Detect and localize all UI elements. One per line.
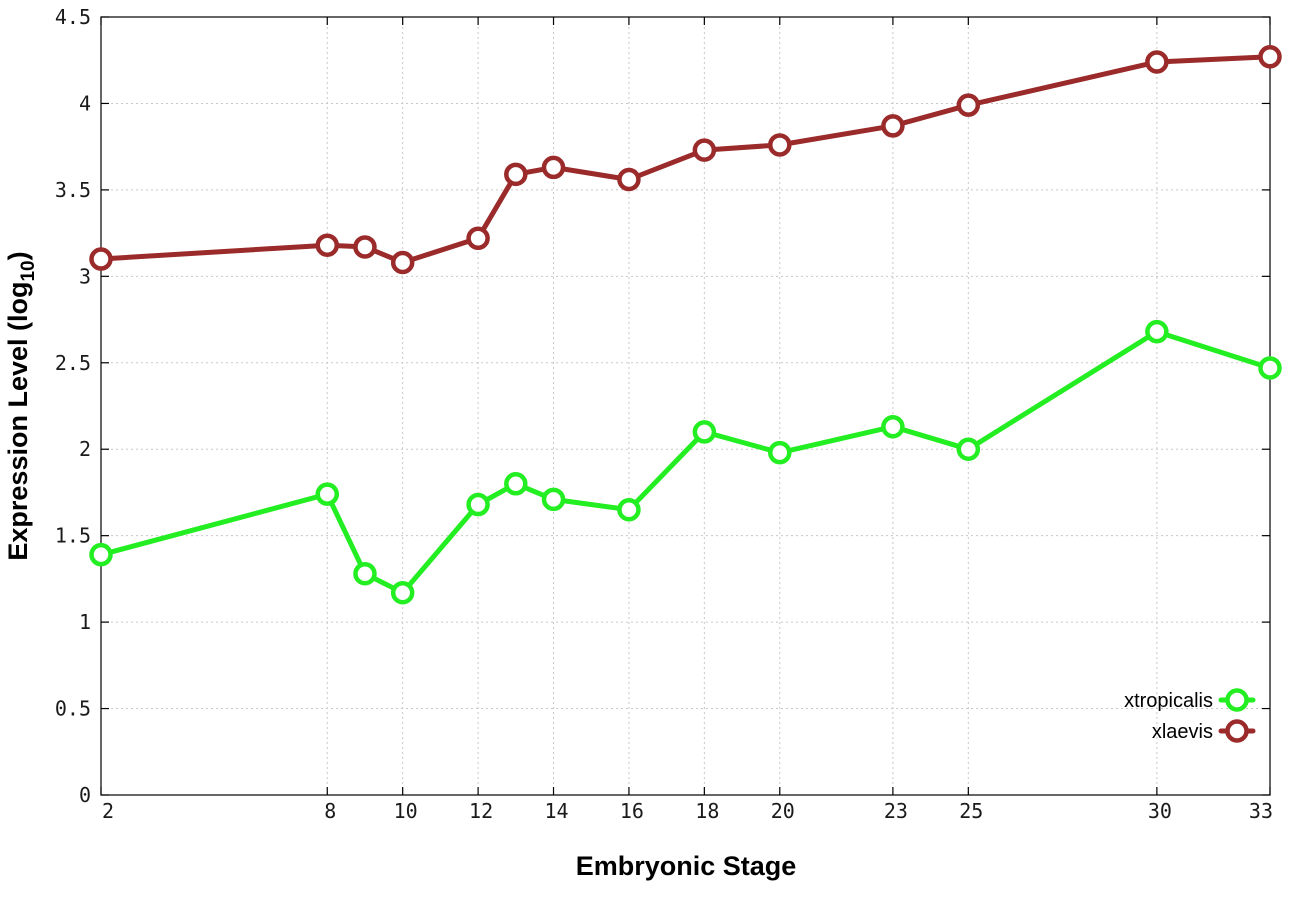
legend-label-xlaevis: xlaevis bbox=[1152, 721, 1213, 743]
y-axis-title: Expression Level (log10) bbox=[3, 251, 39, 560]
data-point-xtropicalis bbox=[89, 542, 113, 567]
data-point-xlaevis bbox=[956, 93, 981, 117]
data-point-xtropicalis bbox=[617, 497, 641, 522]
data-point-xtropicalis bbox=[1258, 356, 1282, 380]
y-tick-label: 1.5 bbox=[55, 524, 91, 548]
grid bbox=[101, 17, 1270, 795]
y-tick-label: 0 bbox=[79, 783, 91, 807]
y-axis-title-close: ) bbox=[3, 251, 33, 260]
legend-marker-xtropicalis bbox=[1225, 688, 1249, 712]
legend-marker-xlaevis bbox=[1225, 719, 1249, 743]
data-point-xlaevis bbox=[353, 235, 377, 259]
series-line-xtropicalis bbox=[98, 329, 1273, 596]
x-tick-label: 16 bbox=[620, 799, 644, 823]
y-axis-title-subscript: 10 bbox=[18, 260, 39, 281]
data-point-xlaevis bbox=[390, 250, 415, 275]
data-point-xlaevis bbox=[1258, 45, 1282, 69]
x-tick-label: 2 bbox=[102, 799, 114, 823]
data-point-xtropicalis bbox=[881, 414, 905, 439]
series-xlaevis bbox=[89, 45, 1282, 275]
y-tick-label: 3.5 bbox=[55, 178, 91, 202]
data-point-xlaevis bbox=[315, 233, 340, 257]
data-point-xlaevis bbox=[504, 162, 528, 187]
data-point-xtropicalis bbox=[315, 482, 340, 506]
legend-label-xtropicalis: xtropicalis bbox=[1124, 690, 1213, 712]
y-tick-label: 4 bbox=[79, 91, 91, 115]
y-tick-label: 1 bbox=[79, 610, 91, 634]
x-tick-label: 12 bbox=[469, 799, 493, 823]
data-point-xtropicalis bbox=[692, 420, 717, 444]
data-point-xtropicalis bbox=[1145, 319, 1169, 344]
x-axis-title: Embryonic Stage bbox=[576, 851, 797, 881]
legend: xtropicalis xlaevis bbox=[1124, 688, 1256, 743]
data-point-xtropicalis bbox=[466, 492, 490, 517]
x-tick-label: 14 bbox=[544, 799, 568, 823]
series-line-xlaevis bbox=[98, 54, 1273, 265]
data-point-xlaevis bbox=[692, 138, 717, 162]
y-tick-label: 2.5 bbox=[55, 351, 91, 375]
x-tick-label: 25 bbox=[959, 799, 983, 823]
x-tick-label: 10 bbox=[394, 799, 418, 823]
data-point-xtropicalis bbox=[541, 487, 566, 512]
axis-ticks: 0 0.5 1 1.5 2 2.5 3 3.5 4 4.5 2 8 10 12 14 16 18 20 23 25 30… bbox=[55, 5, 1273, 823]
data-point-xlaevis bbox=[768, 133, 792, 157]
plot-frame bbox=[100, 16, 1271, 796]
data-point-xtropicalis bbox=[504, 472, 528, 496]
y-tick-label: 0.5 bbox=[55, 697, 91, 721]
y-tick-label: 4.5 bbox=[55, 5, 91, 29]
x-tick-label: 8 bbox=[324, 799, 336, 823]
data-point-xlaevis bbox=[881, 114, 905, 138]
data-point-xlaevis bbox=[617, 167, 641, 192]
data-point-xtropicalis bbox=[353, 561, 377, 586]
data-point-xtropicalis bbox=[768, 440, 792, 465]
data-point-xlaevis bbox=[466, 226, 490, 251]
data-series bbox=[89, 45, 1282, 605]
y-axis-title-main: Expression Level (log bbox=[3, 282, 33, 561]
y-tick-label: 2 bbox=[79, 437, 91, 461]
data-point-xlaevis bbox=[541, 155, 566, 180]
x-tick-label: 18 bbox=[695, 799, 719, 823]
data-point-xlaevis bbox=[1145, 50, 1169, 74]
data-point-xtropicalis bbox=[390, 580, 415, 605]
data-point-xtropicalis bbox=[956, 437, 981, 461]
x-tick-label: 23 bbox=[884, 799, 908, 823]
series-xtropicalis bbox=[89, 319, 1282, 605]
x-tick-label: 20 bbox=[771, 799, 795, 823]
data-point-xlaevis bbox=[89, 247, 113, 271]
x-tick-label: 30 bbox=[1148, 799, 1172, 823]
y-tick-label: 3 bbox=[79, 264, 91, 288]
x-tick-label: 33 bbox=[1249, 799, 1273, 823]
